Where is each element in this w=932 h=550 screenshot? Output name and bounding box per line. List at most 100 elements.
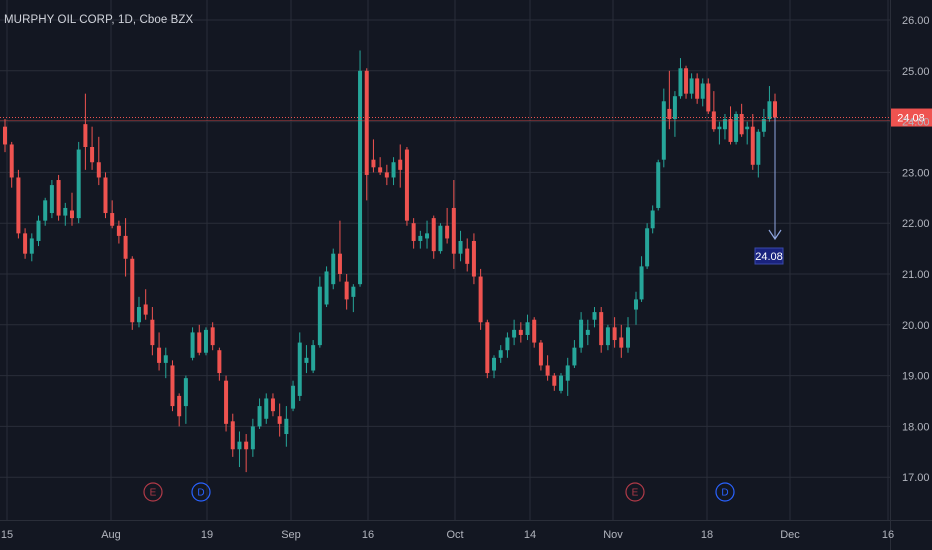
candle-body	[717, 126, 722, 130]
earnings-badge-label: E	[150, 488, 157, 499]
x-tick-label: 16	[362, 529, 374, 541]
candle-body	[364, 70, 369, 175]
candle-body	[700, 83, 705, 99]
price-axis[interactable]: 26.00 25.00 24.00 23.00 22.00 21.00 20.00 19.00…	[902, 15, 930, 484]
candle-body	[505, 337, 510, 351]
candle-body	[177, 395, 182, 417]
candle-body	[619, 337, 624, 348]
candle-body	[572, 347, 577, 366]
candle-body	[667, 108, 672, 120]
candle-body	[545, 365, 550, 376]
candle-body	[203, 329, 208, 353]
candle-body	[384, 172, 389, 178]
candle-body	[661, 101, 666, 160]
candle-body	[270, 398, 275, 412]
candle-body	[130, 258, 135, 323]
candle-body	[264, 398, 269, 419]
candle-body	[224, 380, 229, 424]
candle-body	[478, 276, 483, 323]
candle-body	[250, 426, 255, 450]
earnings-badge[interactable]	[625, 482, 645, 502]
candle-body	[83, 124, 88, 147]
candle-body	[485, 322, 490, 374]
y-tick-label: 25.00	[902, 66, 930, 78]
candle-body	[284, 418, 289, 435]
candle-body	[103, 177, 108, 214]
candle-body	[599, 312, 604, 346]
arrow-annotation[interactable]: 24.08	[754, 117, 784, 265]
candle-body	[90, 147, 95, 163]
y-tick-label: 17.00	[902, 472, 930, 484]
candle-body	[190, 332, 195, 358]
candle-body	[706, 83, 711, 112]
candle-body	[689, 78, 694, 94]
candle-body	[69, 210, 74, 219]
y-tick-label: 23.00	[902, 167, 930, 179]
candle-body	[9, 144, 14, 178]
candle-body	[76, 149, 81, 219]
candle-body	[465, 248, 470, 264]
dividend-badge[interactable]	[715, 482, 735, 502]
candle-body	[498, 350, 503, 358]
candle-body	[773, 101, 777, 118]
candle-body	[451, 207, 456, 254]
candle-body	[761, 119, 766, 132]
candle-body	[672, 96, 677, 120]
candle-body	[163, 355, 168, 363]
candle-body	[304, 357, 309, 363]
candle-body	[585, 329, 590, 335]
arrow-label-box[interactable]	[754, 247, 784, 265]
candle-body	[552, 375, 557, 386]
x-tick-label: Sep	[281, 529, 301, 541]
earnings-badge[interactable]	[143, 482, 163, 502]
price-line-group: 24.08	[0, 108, 932, 127]
candle-body	[43, 200, 48, 221]
current-price-badge[interactable]	[891, 108, 932, 127]
candle-body	[143, 304, 148, 315]
candle-body	[418, 235, 423, 241]
candle-body	[351, 286, 356, 297]
y-tick-label: 18.00	[902, 421, 930, 433]
candle-body	[297, 342, 302, 396]
candle-body	[739, 113, 744, 135]
current-price-label: 24.08	[897, 113, 925, 125]
candle-body	[3, 126, 7, 145]
candle-body	[110, 213, 115, 226]
candle-body	[438, 225, 443, 252]
candle-body	[63, 207, 68, 216]
candle-body	[471, 240, 476, 277]
candle-body	[277, 416, 282, 424]
candle-body	[183, 378, 188, 407]
x-tick-label: 15	[1, 529, 13, 541]
candle-body	[244, 441, 249, 450]
candle-body	[695, 78, 700, 99]
candles	[3, 50, 777, 473]
candle-body	[639, 266, 644, 300]
candle-body	[344, 281, 349, 300]
candle-body	[492, 357, 497, 371]
candle-body	[518, 329, 523, 335]
candle-body	[197, 332, 202, 353]
dividend-badge-label: D	[197, 488, 204, 499]
candle-body	[116, 225, 121, 236]
candle-body	[230, 421, 235, 450]
candle-body	[123, 235, 128, 259]
candle-body	[767, 101, 772, 120]
arrowhead	[768, 229, 782, 241]
y-tick-label: 26.00	[902, 15, 930, 27]
candle-body	[722, 119, 727, 130]
time-axis[interactable]: 15 Aug 19 Sep 16 Oct 14 Nov 18 Dec 16	[1, 529, 894, 541]
candle-body	[29, 238, 34, 254]
dividend-badge[interactable]	[191, 482, 211, 502]
candle-body	[512, 329, 517, 338]
candle-body	[136, 307, 141, 323]
candle-body	[411, 223, 416, 241]
candle-body	[404, 149, 409, 221]
candle-body	[626, 327, 630, 348]
x-tick-label: Dec	[780, 529, 800, 541]
candle-body	[592, 312, 597, 320]
dividend-badge-label: D	[721, 488, 728, 499]
